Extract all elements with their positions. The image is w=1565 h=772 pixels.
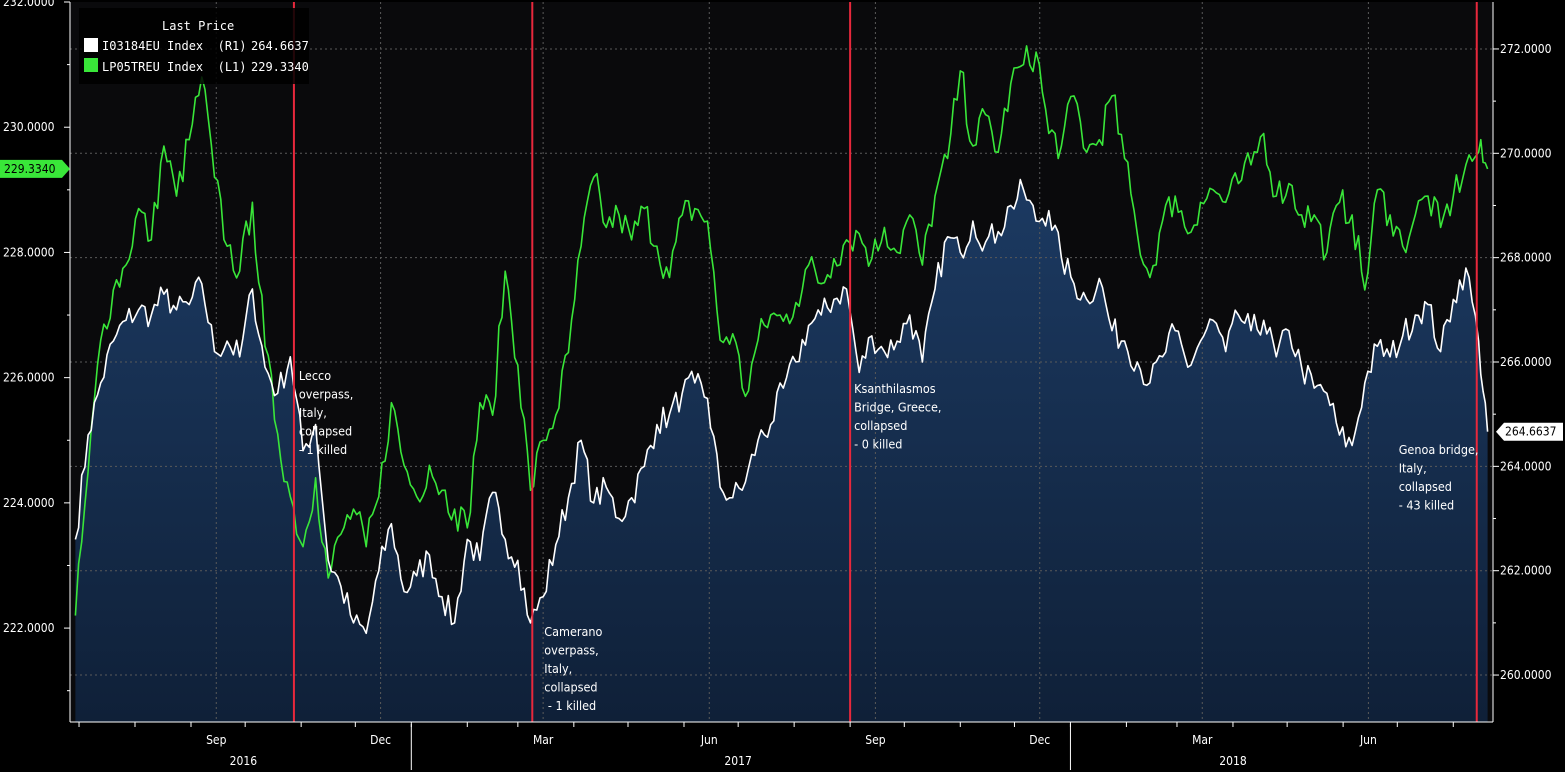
y-left-tick-label: 232.0000 bbox=[3, 0, 55, 9]
y-left-tick-label: 226.0000 bbox=[3, 371, 55, 385]
legend-value-green: 229.3340 bbox=[251, 60, 309, 74]
legend-swatch-white bbox=[84, 38, 98, 52]
series-line-LP05TREU bbox=[74, 45, 1489, 616]
x-year-label: 2016 bbox=[230, 754, 258, 768]
event-annotation: Ksanthilasmos Bridge, Greece, collapsed - 0… bbox=[854, 381, 941, 452]
legend-label-white: I03184EU Index (R1) bbox=[102, 39, 247, 53]
x-tick-label: Dec bbox=[370, 733, 391, 747]
event-annotation: Camerano overpass, Italy, collapsed - 1 kil… bbox=[544, 624, 602, 713]
y-left-tick-label: 222.0000 bbox=[3, 621, 55, 635]
last-value-tag-left bbox=[0, 159, 70, 178]
last-value-tag-right bbox=[1496, 422, 1563, 441]
x-tick-label: Sep bbox=[206, 733, 227, 747]
x-tick-label: Mar bbox=[1192, 733, 1213, 747]
y-right-tick-label: 266.0000 bbox=[1500, 355, 1552, 369]
legend-title: Last Price bbox=[162, 19, 234, 33]
legend-box bbox=[79, 8, 309, 84]
y-right-tick-label: 260.0000 bbox=[1500, 668, 1552, 682]
y-left-tick-label: 228.0000 bbox=[3, 245, 55, 259]
y-right-tick-label: 262.0000 bbox=[1500, 564, 1552, 578]
last-value-tag-right-text: 264.6637 bbox=[1505, 425, 1557, 439]
legend: Last Price I03184EU Index (R1) 264.6637 … bbox=[79, 8, 309, 84]
x-tick-label: Sep bbox=[865, 733, 886, 747]
legend-swatch-green bbox=[84, 58, 98, 72]
legend-value-white: 264.6637 bbox=[251, 39, 309, 53]
x-tick-label: Jun bbox=[700, 733, 718, 747]
series-line-I03184EU bbox=[74, 178, 1489, 635]
x-tick-label: Mar bbox=[533, 733, 554, 747]
y-left-tick-label: 230.0000 bbox=[3, 120, 55, 134]
x-tick-label: Jun bbox=[1359, 733, 1377, 747]
y-right-tick-label: 272.0000 bbox=[1500, 42, 1552, 56]
event-annotation: Lecco overpass, Italy, collapsed - 1 killed bbox=[299, 368, 353, 457]
y-right-tick-label: 264.0000 bbox=[1500, 459, 1552, 473]
legend-label-green: LP05TREU Index (L1) bbox=[102, 60, 247, 74]
event-annotation: Genoa bridge, Italy, collapsed - 43 killed bbox=[1399, 442, 1479, 513]
y-left-tick-label: 224.0000 bbox=[3, 496, 55, 510]
y-right-tick-label: 270.0000 bbox=[1500, 146, 1552, 160]
y-right-tick-label: 268.0000 bbox=[1500, 251, 1552, 265]
x-year-label: 2018 bbox=[1219, 754, 1247, 768]
x-year-label: 2017 bbox=[724, 754, 751, 768]
x-tick-label: Dec bbox=[1029, 733, 1050, 747]
last-value-tag-left-text: 229.3340 bbox=[4, 162, 56, 176]
series-area-I03184EU bbox=[75, 179, 1488, 723]
